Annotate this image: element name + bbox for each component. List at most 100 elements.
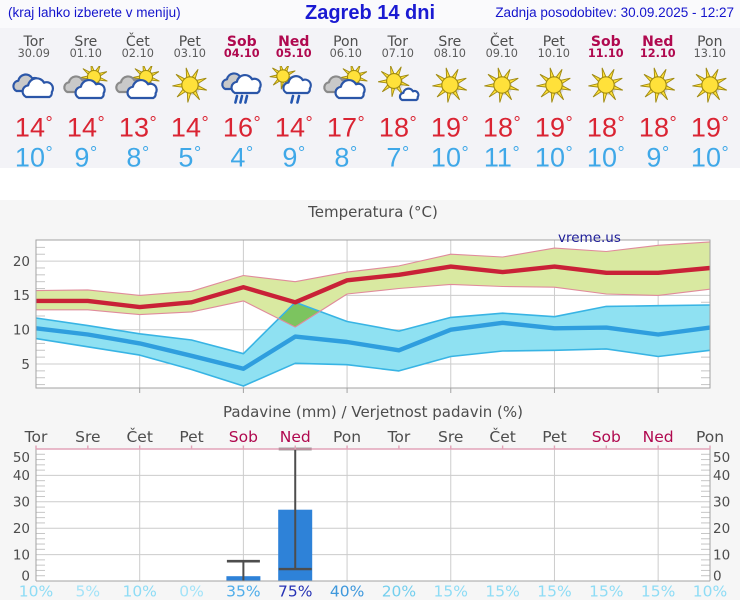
degree-sign: ° bbox=[617, 142, 625, 163]
day-tmax: 17° bbox=[320, 108, 372, 143]
temp-ytick: 15 bbox=[13, 288, 30, 304]
weather-icon-cloudy bbox=[8, 66, 60, 104]
degree-sign: ° bbox=[721, 113, 729, 134]
day-tmax: 18° bbox=[580, 108, 632, 143]
day-tmin: 4° bbox=[216, 138, 268, 172]
weather-icon-sunny bbox=[632, 66, 684, 104]
day-tmin: 11° bbox=[476, 138, 528, 172]
precip-probability: 5% bbox=[76, 582, 101, 600]
temp-value: 10 bbox=[430, 142, 461, 173]
temp-value: 14 bbox=[14, 112, 45, 143]
precip-probability: 15% bbox=[589, 582, 623, 600]
tmin-line bbox=[35, 320, 711, 371]
precip-day-label: Pet bbox=[179, 428, 203, 446]
day-tmin: 10° bbox=[580, 138, 632, 172]
page-header: (kraj lahko izberete v meniju) Zagreb 14… bbox=[0, 0, 740, 28]
day-tmin: 9° bbox=[268, 138, 320, 172]
temp-ytick: 10 bbox=[13, 323, 30, 339]
watermark: vreme.us bbox=[558, 230, 621, 246]
precip-ytick-left: 50 bbox=[13, 450, 30, 466]
temp-value: 13 bbox=[118, 112, 149, 143]
precip-ytick-right: 10 bbox=[713, 547, 730, 563]
weather-icon-sun-clouds bbox=[60, 66, 112, 104]
temp-chart-title: Temperatura (°C) bbox=[307, 203, 438, 221]
precip-ytick-left: 20 bbox=[13, 521, 30, 537]
day-name: Tor bbox=[387, 34, 409, 51]
temp-value: 14 bbox=[170, 112, 201, 143]
degree-sign: ° bbox=[149, 113, 157, 134]
temp-value: 19 bbox=[430, 112, 461, 143]
day-tmax: 19° bbox=[424, 108, 476, 143]
precip-probability: 15% bbox=[537, 582, 571, 600]
degree-sign: ° bbox=[661, 142, 670, 163]
weather-icon-sunny bbox=[528, 66, 580, 104]
day-tmin: 10° bbox=[528, 138, 580, 172]
degree-sign: ° bbox=[357, 113, 365, 134]
precip-ytick-left: 0 bbox=[21, 569, 30, 585]
day-name: Ned bbox=[642, 34, 674, 51]
precip-probability: 35% bbox=[226, 582, 260, 600]
day-tmin: 10° bbox=[684, 138, 736, 172]
day-card: Pet 03.10 14° 5° bbox=[164, 28, 216, 172]
day-tmin: 8° bbox=[320, 138, 372, 172]
degree-sign: ° bbox=[513, 113, 521, 134]
day-card: Sre 01.10 14° 9° bbox=[60, 28, 112, 172]
precip-day-label: Ned bbox=[280, 428, 311, 446]
day-tmin: 9° bbox=[632, 138, 684, 172]
day-date: 08.10 bbox=[433, 47, 466, 61]
day-tmax: 13° bbox=[112, 108, 164, 143]
precip-probability: 40% bbox=[330, 582, 364, 600]
day-name: Pet bbox=[178, 34, 201, 51]
day-tmax: 14° bbox=[268, 108, 320, 143]
tmax-line bbox=[36, 264, 711, 310]
page-title: Zagreb 14 dni bbox=[304, 2, 436, 24]
precip-probability: 15% bbox=[434, 582, 468, 600]
precip-chart-title: Padavine (mm) / Verjetnost padavin (%) bbox=[223, 403, 523, 421]
precip-ytick-right: 20 bbox=[713, 521, 730, 537]
day-tmax: 14° bbox=[8, 108, 60, 143]
day-date: 05.10 bbox=[275, 47, 312, 61]
day-tmin: 9° bbox=[60, 138, 112, 172]
day-card: Tor 07.10 18° 7° bbox=[372, 28, 424, 172]
day-date: 04.10 bbox=[223, 47, 260, 61]
weather-icon-sunny bbox=[580, 66, 632, 104]
precip-ytick-left: 30 bbox=[13, 495, 30, 511]
day-name: Ned bbox=[278, 34, 310, 51]
temp-value: 18 bbox=[482, 112, 513, 143]
degree-sign: ° bbox=[512, 142, 520, 163]
degree-sign: ° bbox=[349, 142, 358, 163]
day-tmin: 7° bbox=[372, 138, 424, 172]
precip-probability: 15% bbox=[641, 582, 675, 600]
day-tmax: 19° bbox=[528, 108, 580, 143]
degree-sign: ° bbox=[45, 142, 53, 163]
weather-icon-sunny bbox=[164, 66, 216, 104]
day-card: Pet 10.10 19° 10° bbox=[528, 28, 580, 172]
charts-svg: 5 10 15 20 Temperatura (°C) vreme.us 0 0 10 10 20 2… bbox=[0, 200, 740, 600]
weather-icon-sun-cloud bbox=[372, 66, 424, 104]
temp-value: 18 bbox=[586, 112, 617, 143]
precip-probability: 15% bbox=[485, 582, 519, 600]
day-card: Tor 30.09 14° 10° bbox=[8, 28, 60, 172]
weather-icon-sun-clouds bbox=[112, 66, 164, 104]
precip-probability: 75% bbox=[278, 582, 312, 600]
temp-value: 10 bbox=[14, 142, 45, 173]
tmax-band bbox=[36, 241, 710, 327]
temp-ytick: 5 bbox=[21, 357, 30, 373]
forecast-days-panel: Tor 30.09 14° 10° Sre 01.10 14° 9° Čet 02.10 13° 8°… bbox=[0, 28, 740, 172]
day-card: Pon 13.10 19° 10° bbox=[684, 28, 736, 172]
degree-sign: ° bbox=[669, 113, 677, 134]
precip-ytick-left: 10 bbox=[13, 547, 30, 563]
day-card: Sob 11.10 18° 10° bbox=[580, 28, 632, 172]
precip-ytick-right: 30 bbox=[713, 495, 730, 511]
location-menu-note: (kraj lahko izberete v meniju) bbox=[8, 5, 181, 20]
day-date: 12.10 bbox=[639, 47, 676, 61]
temp-value: 10 bbox=[586, 142, 617, 173]
weather-icon-sun-rain bbox=[268, 66, 320, 104]
temp-value: 4 bbox=[230, 142, 246, 173]
tmax-band-edge-upper bbox=[35, 241, 711, 296]
precip-day-label: Sob bbox=[592, 428, 621, 446]
precip-day-label: Tor bbox=[24, 428, 48, 446]
weather-icon-sunny bbox=[476, 66, 528, 104]
temp-value: 14 bbox=[274, 112, 305, 143]
degree-sign: ° bbox=[45, 113, 53, 134]
